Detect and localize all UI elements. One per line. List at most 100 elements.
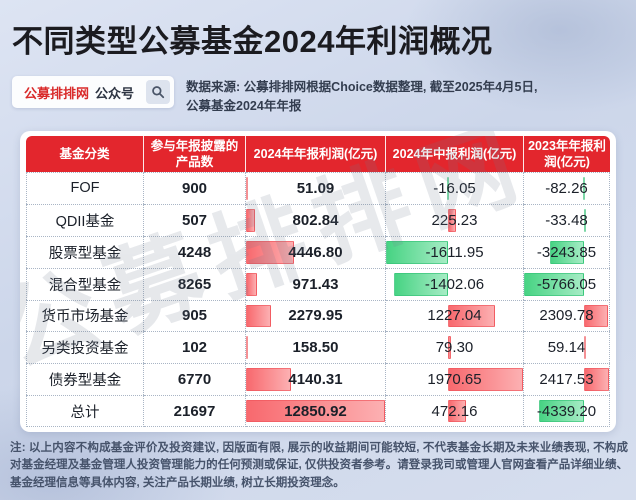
table-cell-r3-c0: 混合型基金 <box>26 267 144 300</box>
cell-value: -82.26 <box>545 179 588 197</box>
cell-value: 4248 <box>177 243 212 261</box>
table-cell-r2-c1: 4248 <box>144 235 246 268</box>
positive-data-bar <box>447 336 451 360</box>
cell-value: 905 <box>181 307 208 325</box>
brand-name: 公募排排网 <box>24 85 90 101</box>
cell-value: -16.05 <box>433 179 476 197</box>
table-cell-r2-c0: 股票型基金 <box>26 235 144 268</box>
cell-value: 总计 <box>70 404 100 421</box>
table-cell-r5-c3: 79.30 <box>386 331 524 364</box>
cell-value: 79.30 <box>435 339 474 357</box>
page-title: 不同类型公募基金2024年利润概况 <box>12 24 493 59</box>
data-source-line2: 公募基金2024年年报 <box>186 98 302 113</box>
negative-data-bar <box>583 177 586 200</box>
negative-data-bar <box>538 400 584 422</box>
negative-data-bar <box>394 272 448 296</box>
cell-value: 802.84 <box>292 211 339 229</box>
negative-data-bar <box>447 177 450 200</box>
positive-data-bar <box>246 240 295 264</box>
positive-data-bar <box>246 208 255 232</box>
positive-data-bar <box>246 400 385 422</box>
cell-value: 900 <box>181 179 208 197</box>
table-cell-r7-c2: 12850.92 <box>246 395 386 427</box>
table-cell-r6-c2: 4140.31 <box>246 363 386 396</box>
positive-data-bar <box>583 336 586 360</box>
table-cell-r4-c1: 905 <box>144 299 246 332</box>
positive-data-bar <box>447 368 523 392</box>
column-header: 2024年年报利润(亿元) <box>246 136 386 172</box>
table-cell-r1-c1: 507 <box>144 203 246 236</box>
table-cell-r5-c2: 158.50 <box>246 331 386 364</box>
column-header: 2024年中报利润(亿元) <box>386 136 524 172</box>
positive-data-bar <box>447 304 495 328</box>
positive-data-bar <box>246 177 248 200</box>
table-cell-r7-c1: 21697 <box>144 395 246 427</box>
table-cell-r4-c4: 2309.78 <box>524 299 610 332</box>
cell-value: 1227.04 <box>427 307 482 325</box>
cell-value: 8265 <box>177 275 212 293</box>
cell-value: 59.14 <box>547 339 586 357</box>
cell-value: 2279.95 <box>288 307 343 325</box>
cell-value: 6770 <box>177 371 212 389</box>
column-header: 参与年报披露的产品数 <box>144 136 246 172</box>
cell-value: 472.16 <box>431 402 478 420</box>
table-cell-r5-c4: 59.14 <box>524 331 610 364</box>
cell-value: 2309.78 <box>539 307 594 325</box>
table-cell-r3-c1: 8265 <box>144 267 246 300</box>
table-cell-r7-c4: -4339.20 <box>524 395 610 427</box>
cell-value: 51.09 <box>296 179 335 197</box>
cell-value: -1402.06 <box>424 275 485 293</box>
table-cell-r0-c4: -82.26 <box>524 172 610 204</box>
cell-value: 另类投资基金 <box>41 341 129 358</box>
positive-data-bar <box>583 368 609 392</box>
table-cell-r2-c3: -1611.95 <box>386 235 524 268</box>
table-cell-r4-c3: 1227.04 <box>386 299 524 332</box>
negative-data-bar <box>583 208 586 232</box>
data-source: 数据来源: 公募排排网根据Choice数据整理, 截至2025年4月5日, 公募… <box>186 76 537 116</box>
disclaimer: 注: 以上内容不构成基金评价及投资建议, 因版面有限, 展示的收益期间可能较短,… <box>10 442 628 489</box>
cell-value: 21697 <box>173 402 216 420</box>
table-cell-r1-c3: 225.23 <box>386 203 524 236</box>
cell-value: 4446.80 <box>288 243 343 261</box>
positive-data-bar <box>447 208 457 232</box>
cell-value: 债券型基金 <box>48 373 122 390</box>
table-cell-r1-c4: -33.48 <box>524 203 610 236</box>
column-header: 2023年年报利润(亿元) <box>524 136 610 172</box>
table-cell-r0-c1: 900 <box>144 172 246 204</box>
table-cell-r0-c3: -16.05 <box>386 172 524 204</box>
cell-value: 102 <box>181 339 208 357</box>
table-cell-r3-c2: 971.43 <box>246 267 386 300</box>
table-cell-r4-c0: 货币市场基金 <box>26 299 144 332</box>
table-card: 基金分类 参与年报披露的产品数 2024年年报利润(亿元) 2024年中报利润(亿元)… <box>20 131 616 432</box>
cell-value: 225.23 <box>431 211 478 229</box>
positive-data-bar <box>583 304 608 328</box>
cell-value: -4339.20 <box>536 402 597 420</box>
table-cell-r2-c4: -3243.85 <box>524 235 610 268</box>
table-cell-r0-c0: FOF <box>26 172 144 204</box>
search-icon <box>146 80 171 104</box>
positive-data-bar <box>246 336 248 360</box>
table-cell-r1-c2: 802.84 <box>246 203 386 236</box>
table-cell-r2-c2: 4446.80 <box>246 235 386 268</box>
cell-value: FOF <box>70 180 100 197</box>
cell-value: 971.43 <box>292 275 339 293</box>
cell-value: -1611.95 <box>425 243 484 261</box>
table-cell-r6-c0: 债券型基金 <box>26 363 144 396</box>
table-cell-r0-c2: 51.09 <box>246 172 386 204</box>
negative-data-bar <box>386 240 448 264</box>
cell-value: 2417.53 <box>539 371 594 389</box>
cell-value: 507 <box>181 211 208 229</box>
table-cell-r7-c3: 472.16 <box>386 395 524 427</box>
positive-data-bar <box>447 400 466 422</box>
negative-data-bar <box>524 272 584 296</box>
table-cell-r5-c1: 102 <box>144 331 246 364</box>
cell-value: QDII基金 <box>55 213 115 230</box>
table-cell-r3-c3: -1402.06 <box>386 267 524 300</box>
table-cell-r3-c4: -5766.05 <box>524 267 610 300</box>
table-cell-r6-c1: 6770 <box>144 363 246 396</box>
cell-value: 158.50 <box>292 339 339 357</box>
cell-value: 货币市场基金 <box>41 309 129 326</box>
table-cell-r1-c0: QDII基金 <box>26 203 144 236</box>
positive-data-bar <box>246 272 257 296</box>
positive-data-bar <box>246 304 271 328</box>
